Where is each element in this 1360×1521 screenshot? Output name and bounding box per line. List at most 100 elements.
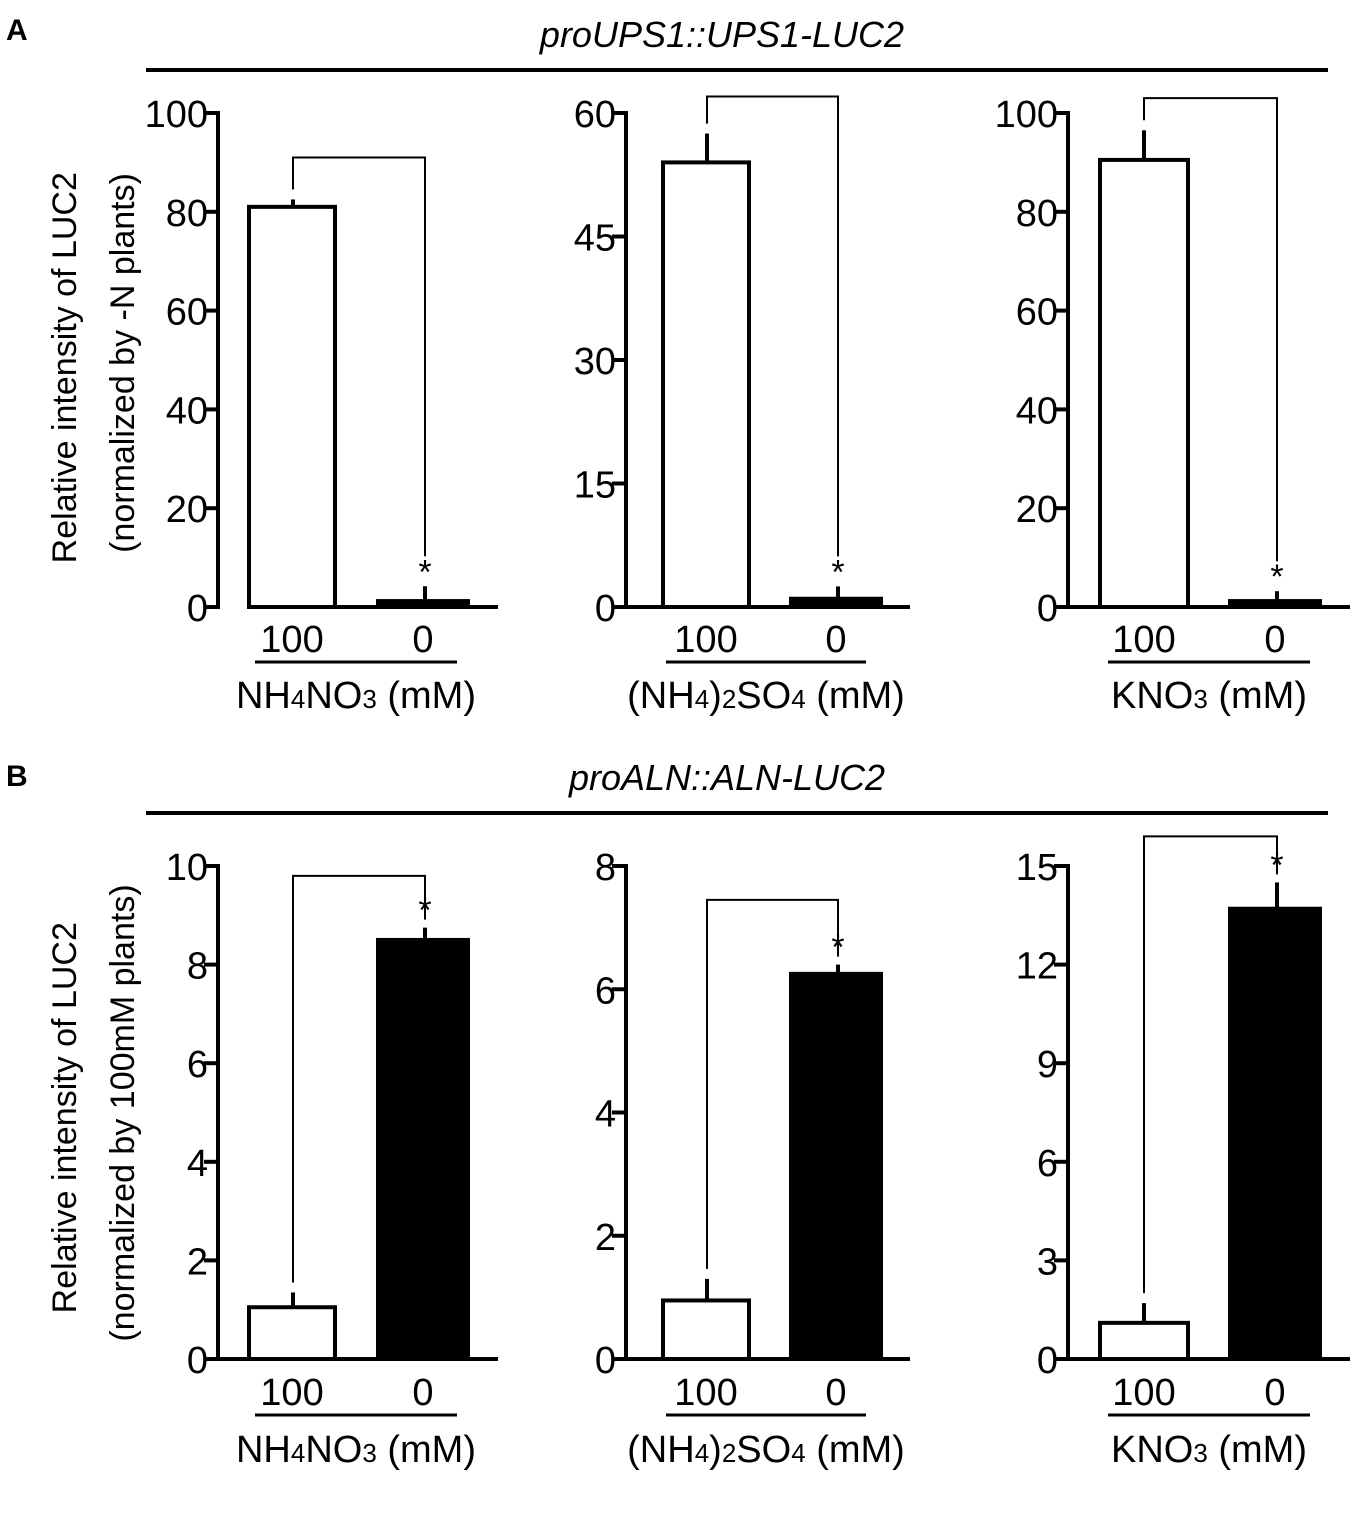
- significance-bracket: [292, 156, 426, 557]
- y-tick-label: 80: [1016, 193, 1058, 235]
- panel-a-ylabel: Relative intensity of LUC2 (normalized b…: [46, 163, 142, 564]
- y-tick-label: 0: [1037, 1340, 1058, 1382]
- x-label-sub2: 2: [722, 1438, 736, 1468]
- x-label-sub1: 4: [695, 684, 709, 714]
- y-tick-label: 3: [1037, 1241, 1058, 1283]
- y-tick-label: 15: [574, 465, 616, 507]
- x-tick-label-0: 0: [412, 1372, 433, 1414]
- y-tick-label: 8: [595, 847, 616, 889]
- panel-b-ylabel-line1: Relative intensity of LUC2: [46, 922, 84, 1313]
- significance-bracket: [706, 95, 839, 557]
- bar-100: [247, 1305, 337, 1361]
- x-label-sub1: 4: [695, 1438, 709, 1468]
- y-tick-label: 15: [1016, 847, 1058, 889]
- x-tick-label-100: 100: [260, 619, 323, 661]
- x-tick-label-0: 0: [1264, 1372, 1285, 1414]
- x-tick-label-0: 0: [825, 1372, 846, 1414]
- y-tick-label: 100: [995, 94, 1058, 136]
- x-tick-label-0: 0: [412, 619, 433, 661]
- x-axis-label: NH4NO3 (mM): [236, 675, 476, 717]
- x-label-sub2: 2: [722, 684, 736, 714]
- x-tick-label-0: 0: [825, 619, 846, 661]
- x-label-tail: SO: [736, 1429, 791, 1471]
- x-label-unit: (mM): [1208, 675, 1307, 717]
- x-label-sub1: 4: [291, 684, 305, 714]
- significance-star: *: [1270, 558, 1283, 596]
- y-tick-label: 80: [166, 193, 208, 235]
- bar-0: [1228, 906, 1322, 1362]
- x-label-base: KNO: [1111, 1429, 1193, 1471]
- x-label-mid: ): [709, 675, 722, 717]
- x-axis-label: NH4NO3 (mM): [236, 1429, 476, 1471]
- x-label-unit: (mM): [377, 1429, 476, 1471]
- x-axis-label: KNO3 (mM): [1111, 1429, 1307, 1471]
- y-tick-label: 9: [1037, 1044, 1058, 1086]
- bar-0: [376, 937, 470, 1361]
- significance-star: *: [1270, 846, 1283, 884]
- y-tick-label: 60: [1016, 292, 1058, 334]
- y-tick-label: 40: [166, 390, 208, 432]
- y-tick-label: 45: [574, 218, 616, 260]
- significance-star: *: [831, 929, 844, 967]
- x-label-sub1: 3: [1193, 1438, 1207, 1468]
- x-label-unit: (mM): [806, 1429, 905, 1471]
- x-axis-label: KNO3 (mM): [1111, 675, 1307, 717]
- y-tick-label: 6: [1037, 1143, 1058, 1185]
- y-tick-label: 60: [574, 94, 616, 136]
- x-label-base: (NH: [627, 675, 695, 717]
- chart-1: 0 20 40 60 80 100 * 100 0 NH4NO3 (mM): [145, 94, 498, 717]
- y-tick-label: 0: [187, 1340, 208, 1382]
- x-label-unit: (mM): [1208, 1429, 1307, 1471]
- y-tick-label: 0: [1037, 588, 1058, 630]
- y-tick-label: 6: [595, 970, 616, 1012]
- panel-a-construct-title: proUPS1::UPS1-LUC2: [539, 14, 904, 55]
- bar-100: [1098, 157, 1190, 609]
- x-label-sub2: 3: [362, 1438, 376, 1468]
- bar-100: [661, 160, 751, 609]
- x-label-base: NH: [236, 1429, 291, 1471]
- x-label-sub1: 4: [291, 1438, 305, 1468]
- y-tick-label: 30: [574, 341, 616, 383]
- x-tick-label-0: 0: [1264, 619, 1285, 661]
- x-label-sub2: 3: [362, 684, 376, 714]
- significance-bracket: [292, 874, 426, 1283]
- panel-a-ylabel-line1: Relative intensity of LUC2: [46, 172, 84, 563]
- x-label-base: NH: [236, 675, 291, 717]
- y-tick-label: 0: [595, 1340, 616, 1382]
- x-axis-label: (NH4)2SO4 (mM): [627, 1429, 905, 1471]
- x-label-unit: (mM): [377, 675, 476, 717]
- x-label-mid: ): [709, 1429, 722, 1471]
- bar-100: [247, 204, 337, 610]
- y-tick-label: 0: [187, 588, 208, 630]
- significance-bracket: [1143, 835, 1278, 1294]
- x-tick-label-100: 100: [1112, 1372, 1175, 1414]
- panel-b-ylabel-line2: (normalized by 100mM plants): [104, 884, 142, 1341]
- x-label-unit: (mM): [806, 675, 905, 717]
- x-tick-label-100: 100: [260, 1372, 323, 1414]
- panel-letter-a: A: [6, 14, 28, 47]
- bar-0: [789, 971, 883, 1361]
- y-tick-label: 6: [187, 1044, 208, 1086]
- y-tick-label: 40: [1016, 390, 1058, 432]
- x-axis-label: (NH4)2SO4 (mM): [627, 675, 905, 717]
- panel-a-ylabel-line2: (normalized by -N plants): [104, 173, 142, 553]
- x-tick-label-100: 100: [674, 619, 737, 661]
- panel-b-ylabel: Relative intensity of LUC2 (normalized b…: [46, 884, 142, 1341]
- y-tick-label: 100: [145, 94, 208, 136]
- significance-bracket: [1143, 97, 1278, 562]
- y-tick-label: 60: [166, 292, 208, 334]
- panel-letter-b: B: [6, 760, 28, 793]
- significance-bracket: [706, 898, 839, 1269]
- y-tick-label: 4: [187, 1143, 208, 1185]
- significance-star: *: [418, 553, 431, 591]
- panel-b-construct-title: proALN::ALN-LUC2: [568, 757, 885, 798]
- significance-star: *: [831, 553, 844, 591]
- x-label-base: (NH: [627, 1429, 695, 1471]
- y-tick-label: 20: [1016, 489, 1058, 531]
- y-tick-label: 4: [595, 1094, 616, 1136]
